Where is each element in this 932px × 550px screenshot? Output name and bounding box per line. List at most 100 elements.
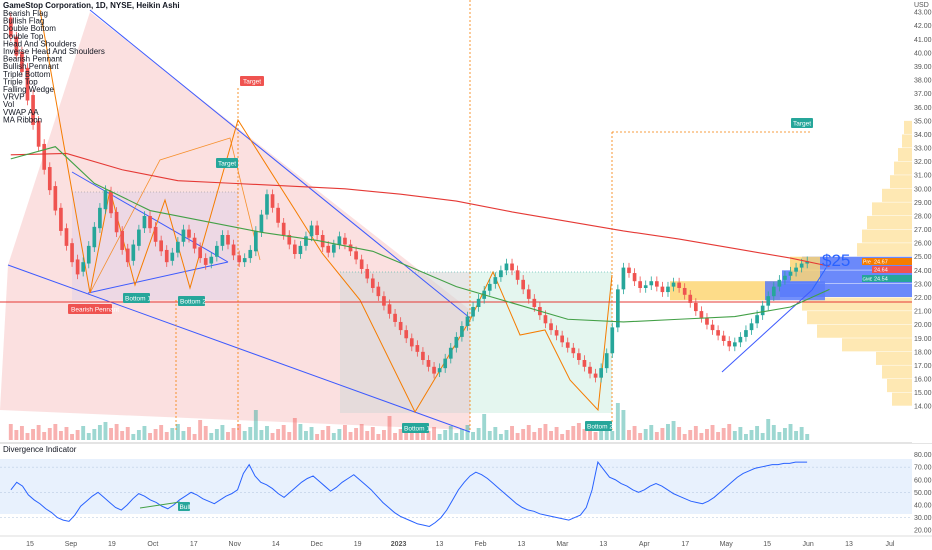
svg-text:Bull: Bull (180, 504, 191, 511)
candle-body (315, 225, 319, 235)
candle-body (777, 279, 782, 287)
volume-bar (415, 428, 420, 440)
oscillator-tick-label: 70.00 (914, 465, 932, 472)
candle-body (721, 335, 726, 341)
bottom2-tag-late[interactable]: Bottom 2 (585, 421, 613, 431)
target-tag-3[interactable]: Target (791, 118, 813, 128)
ma-red-line (10, 152, 830, 267)
candle-body (738, 336, 743, 343)
candle-body (460, 326, 464, 337)
price-tick-label: 36.00 (914, 105, 932, 112)
time-tick-label: 19 (354, 541, 362, 548)
oscillator-band (0, 459, 912, 514)
candle-body (215, 245, 219, 257)
volume-bar (710, 425, 715, 440)
price-tick-label: 32.00 (914, 159, 932, 166)
candle-body (716, 330, 720, 336)
volume-bar (693, 426, 698, 440)
volume-profile-bar (882, 365, 912, 379)
volume-bar (699, 433, 704, 440)
candle-body (443, 358, 448, 369)
volume-bar (292, 418, 297, 440)
volume-bar (799, 427, 804, 440)
channel-lower-line (7, 264, 471, 433)
bottom2-tag[interactable]: Bottom 2 (178, 296, 206, 306)
oscillator-tick-label: 30.00 (914, 515, 932, 522)
candle-body (705, 317, 709, 325)
candle-body (771, 286, 776, 297)
candle-body (159, 240, 163, 252)
time-tick-label: Mar (556, 541, 569, 548)
svg-text:Bearish Pennant: Bearish Pennant (71, 307, 119, 314)
candle-body (142, 215, 147, 229)
candle-body (36, 120, 41, 147)
volume-bar (237, 424, 242, 440)
price-tag-pre: Pre 24.67 (862, 258, 912, 266)
candle-body (192, 237, 197, 249)
candle-body (744, 330, 748, 337)
volume-bar (14, 430, 19, 440)
bottom1-tag[interactable]: Bottom 1 (123, 293, 151, 303)
time-tick-label: 14 (272, 541, 280, 548)
candle-body (231, 244, 236, 256)
volume-bar (482, 414, 487, 440)
target-tag-1[interactable]: Target (240, 76, 264, 86)
volume-bar (187, 427, 191, 440)
volume-bar (532, 432, 537, 440)
volume-bar (298, 424, 303, 440)
volume-bar (19, 426, 24, 440)
oscillator-tick-label: 80.00 (914, 452, 932, 459)
target-tag-2[interactable]: Target (216, 158, 238, 168)
svg-text:Bottom 2: Bottom 2 (180, 299, 206, 306)
bottom1-tag-late[interactable]: Bottom 1 (402, 423, 430, 433)
price-tick-label: 40.00 (914, 50, 932, 57)
candle-body (766, 296, 771, 306)
volume-bar (309, 427, 314, 440)
volume-bar (148, 433, 152, 440)
volume-bar (654, 432, 659, 440)
time-tick-label: 13 (599, 541, 607, 548)
price-tick-label: 39.00 (914, 64, 932, 71)
bearish-pennant-tag[interactable]: Bearish Pennant (68, 304, 119, 314)
candle-body (749, 323, 754, 331)
volume-bar (749, 430, 754, 440)
volume-bar (114, 424, 119, 440)
volume-bar (120, 431, 125, 440)
candle-body (164, 249, 169, 263)
candle-body (120, 230, 125, 250)
volume-bar (487, 431, 492, 440)
volume-profile-bar (872, 202, 912, 216)
candle-body (677, 282, 681, 288)
volume-profile-bar (904, 120, 912, 134)
volume-bar (576, 423, 581, 440)
price-tick-label: 42.00 (914, 23, 932, 30)
volume-bar (86, 433, 91, 440)
oscillator-line (10, 460, 808, 527)
volume-bar (788, 424, 793, 440)
candle-body (47, 167, 52, 191)
volume-profile-bar (887, 379, 912, 393)
volume-profile-bar (892, 392, 912, 406)
legend-item: Bearish Flag (3, 9, 48, 18)
volume-bar (537, 428, 542, 440)
volume-bar (231, 428, 236, 440)
volume-bar (682, 434, 687, 440)
candle-body (805, 261, 810, 264)
volume-bar (627, 430, 631, 440)
candle-body (521, 279, 526, 290)
pennant-lower-line (87, 261, 229, 294)
time-tick-label: 17 (190, 541, 198, 548)
volume-bar (8, 424, 13, 440)
candle-body (632, 273, 637, 282)
price-tick-label: 19.00 (914, 336, 932, 343)
candle-body (526, 289, 531, 299)
candle-body (382, 296, 386, 306)
svg-text:24.64: 24.64 (874, 268, 888, 274)
price-tag-gme: GME 24.54 (862, 275, 912, 283)
candle-body (187, 229, 191, 238)
price-tick-label: 35.00 (914, 118, 932, 125)
volume-bar (716, 432, 721, 440)
candle-body (604, 353, 609, 369)
price-tick-label: 33.00 (914, 146, 932, 153)
time-tick-label: Sep (65, 541, 78, 548)
